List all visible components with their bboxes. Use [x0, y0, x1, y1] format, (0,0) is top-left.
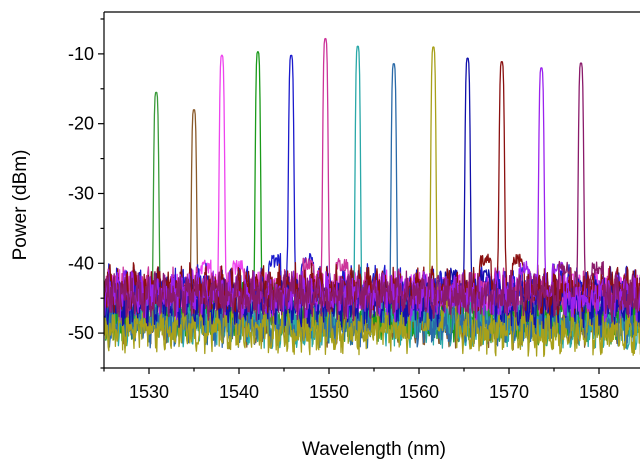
- x-tick-label: 1540: [219, 382, 259, 402]
- x-axis-title: Wavelength (nm): [302, 439, 446, 460]
- y-tick-label: -10: [68, 44, 94, 64]
- y-tick-label: -20: [68, 114, 94, 134]
- tick-layer: 1530 1540 1550 1560 1570 1580 -10 -20 -30 -40 -50: [68, 18, 619, 402]
- x-tick-label: 1560: [399, 382, 439, 402]
- y-axis-title: Power (dBm): [10, 150, 31, 261]
- spectrum-series-line: [104, 37, 640, 319]
- series-layer: [104, 37, 640, 358]
- x-tick-label: 1580: [579, 382, 619, 402]
- x-tick-label: 1530: [129, 382, 169, 402]
- x-tick-label: 1550: [309, 382, 349, 402]
- y-tick-label: -30: [68, 183, 94, 203]
- y-tick-label: -50: [68, 323, 94, 343]
- x-tick-label: 1570: [489, 382, 529, 402]
- y-tick-label: -40: [68, 253, 94, 273]
- spectrum-series-line: [104, 62, 640, 323]
- spectrum-series-line: [104, 67, 640, 323]
